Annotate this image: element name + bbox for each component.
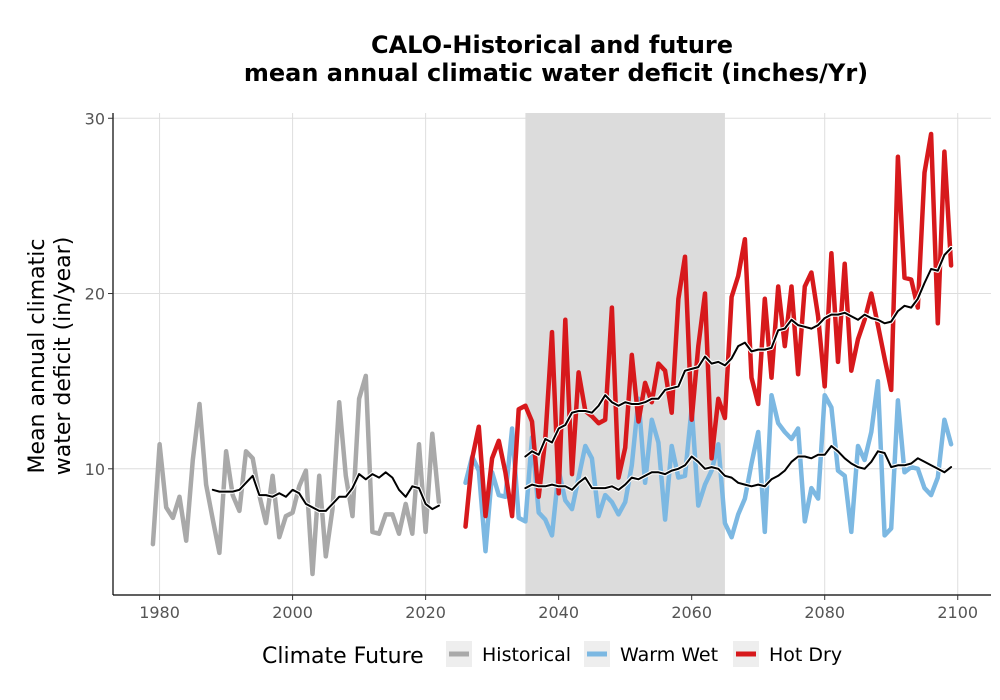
x-tick-label-2020: 2020: [405, 603, 446, 622]
legend: Climate Future Historical Warm Wet Hot D…: [262, 641, 842, 669]
legend-item-historical: Historical: [446, 641, 571, 667]
x-tick-label-2000: 2000: [272, 603, 313, 622]
legend-label-hot-dry: Hot Dry: [769, 644, 842, 666]
y-tick-label-10: 10: [85, 460, 105, 479]
legend-item-hot-dry: Hot Dry: [733, 641, 842, 667]
legend-item-warm-wet: Warm Wet: [584, 641, 718, 667]
x-tick-label-1980: 1980: [139, 603, 180, 622]
x-tick-label-2100: 2100: [937, 603, 978, 622]
y-axis-title: Mean annual climatic water deficit (in/y…: [25, 237, 76, 476]
legend-label-historical: Historical: [482, 644, 571, 666]
shaded-period: [525, 113, 725, 595]
series-layer: [150, 131, 954, 577]
series-historical-smoothed-line: [211, 471, 440, 512]
series-hot-dry-smoothed-line: [524, 247, 953, 458]
x-tick-label-2040: 2040: [538, 603, 579, 622]
y-axis-title-line-2: water deficit (in/year): [51, 237, 76, 476]
tick-labels: 1980 2000 2020 2040 2060 2080 2100 10 20 30: [85, 109, 978, 622]
chart-title-line-1: CALO-Historical and future: [371, 31, 733, 59]
series-warm-wet-line: [463, 378, 954, 554]
series-hot-dry-line: [463, 131, 954, 529]
y-tick-label-20: 20: [85, 285, 105, 304]
chart-title-line-2: mean annual climatic water deficit (inch…: [244, 59, 868, 87]
x-tick-label-2080: 2080: [804, 603, 845, 622]
legend-title: Climate Future: [262, 644, 424, 669]
y-axis-title-line-1: Mean annual climatic: [25, 239, 50, 474]
y-tick-label-30: 30: [85, 109, 105, 128]
x-tick-label-2060: 2060: [671, 603, 712, 622]
plot-area: 1980 2000 2020 2040 2060 2080 2100 10 20 30: [85, 109, 991, 622]
axes: [108, 113, 991, 600]
legend-label-warm-wet: Warm Wet: [620, 644, 718, 666]
series-historical-line: [150, 373, 442, 577]
series-warm-wet-smoothed-line: [524, 445, 953, 491]
